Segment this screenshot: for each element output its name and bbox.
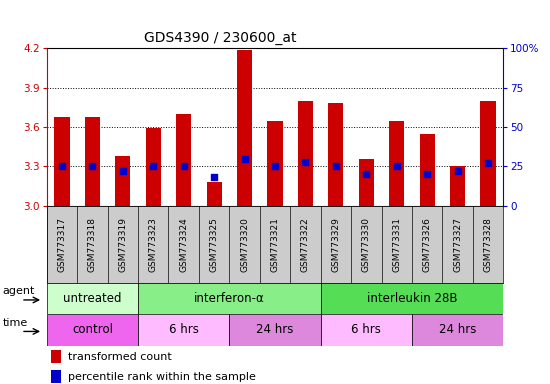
Bar bbox=[290, 206, 321, 283]
Bar bbox=[108, 206, 138, 283]
Text: GSM773317: GSM773317 bbox=[57, 217, 67, 272]
Bar bbox=[138, 206, 168, 283]
Bar bbox=[473, 206, 503, 283]
Bar bbox=[229, 206, 260, 283]
Point bbox=[179, 164, 188, 170]
Text: GSM773329: GSM773329 bbox=[331, 217, 340, 272]
Bar bbox=[47, 314, 138, 346]
Bar bbox=[54, 117, 69, 206]
Text: interferon-α: interferon-α bbox=[194, 292, 265, 305]
Text: GSM773331: GSM773331 bbox=[392, 217, 402, 272]
Point bbox=[271, 164, 279, 170]
Point bbox=[301, 159, 310, 165]
Text: 24 hrs: 24 hrs bbox=[256, 323, 294, 336]
Text: time: time bbox=[2, 318, 28, 328]
Bar bbox=[412, 314, 503, 346]
Point bbox=[58, 164, 67, 170]
Bar bbox=[51, 370, 62, 383]
Point bbox=[210, 174, 218, 180]
Bar bbox=[77, 206, 108, 283]
Bar bbox=[168, 206, 199, 283]
Text: GSM773321: GSM773321 bbox=[271, 217, 279, 272]
Point bbox=[483, 160, 492, 166]
Text: GDS4390 / 230600_at: GDS4390 / 230600_at bbox=[144, 31, 296, 45]
Bar bbox=[382, 206, 412, 283]
Bar bbox=[138, 314, 229, 346]
Text: untreated: untreated bbox=[63, 292, 122, 305]
Bar bbox=[85, 117, 100, 206]
Text: 6 hrs: 6 hrs bbox=[351, 323, 381, 336]
Point bbox=[88, 164, 97, 170]
Text: agent: agent bbox=[2, 286, 35, 296]
Text: percentile rank within the sample: percentile rank within the sample bbox=[68, 372, 256, 382]
Text: GSM773323: GSM773323 bbox=[148, 217, 158, 272]
Bar bbox=[47, 206, 77, 283]
Bar bbox=[260, 206, 290, 283]
Bar bbox=[420, 134, 435, 206]
Bar bbox=[321, 206, 351, 283]
Bar bbox=[199, 206, 229, 283]
Bar bbox=[116, 156, 130, 206]
Point bbox=[392, 164, 401, 170]
Text: 6 hrs: 6 hrs bbox=[169, 323, 199, 336]
Text: GSM773327: GSM773327 bbox=[453, 217, 462, 272]
Bar bbox=[321, 314, 412, 346]
Bar bbox=[237, 50, 252, 206]
Text: control: control bbox=[72, 323, 113, 336]
Bar bbox=[351, 206, 382, 283]
Bar bbox=[321, 283, 503, 314]
Point bbox=[118, 168, 127, 174]
Bar bbox=[138, 283, 321, 314]
Bar bbox=[481, 101, 496, 206]
Text: GSM773318: GSM773318 bbox=[88, 217, 97, 272]
Point bbox=[453, 168, 462, 174]
Bar bbox=[389, 121, 404, 206]
Bar bbox=[359, 159, 374, 206]
Text: GSM773319: GSM773319 bbox=[118, 217, 128, 272]
Point bbox=[423, 171, 432, 177]
Bar bbox=[206, 182, 222, 206]
Bar bbox=[450, 167, 465, 206]
Text: transformed count: transformed count bbox=[68, 352, 172, 362]
Bar bbox=[146, 128, 161, 206]
Bar bbox=[176, 114, 191, 206]
Point bbox=[362, 171, 371, 177]
Point bbox=[149, 164, 158, 170]
Text: GSM773326: GSM773326 bbox=[422, 217, 432, 272]
Text: GSM773324: GSM773324 bbox=[179, 217, 188, 272]
Bar bbox=[51, 350, 62, 363]
Bar bbox=[298, 101, 313, 206]
Bar bbox=[229, 314, 321, 346]
Point bbox=[332, 164, 340, 170]
Text: GSM773322: GSM773322 bbox=[301, 217, 310, 272]
Text: GSM773320: GSM773320 bbox=[240, 217, 249, 272]
Bar bbox=[412, 206, 442, 283]
Text: GSM773325: GSM773325 bbox=[210, 217, 219, 272]
Text: interleukin 28B: interleukin 28B bbox=[367, 292, 457, 305]
Bar bbox=[442, 206, 473, 283]
Bar bbox=[267, 121, 283, 206]
Text: GSM773330: GSM773330 bbox=[362, 217, 371, 272]
Point bbox=[240, 156, 249, 162]
Bar bbox=[47, 283, 138, 314]
Text: GSM773328: GSM773328 bbox=[483, 217, 493, 272]
Text: 24 hrs: 24 hrs bbox=[439, 323, 476, 336]
Bar bbox=[328, 104, 343, 206]
